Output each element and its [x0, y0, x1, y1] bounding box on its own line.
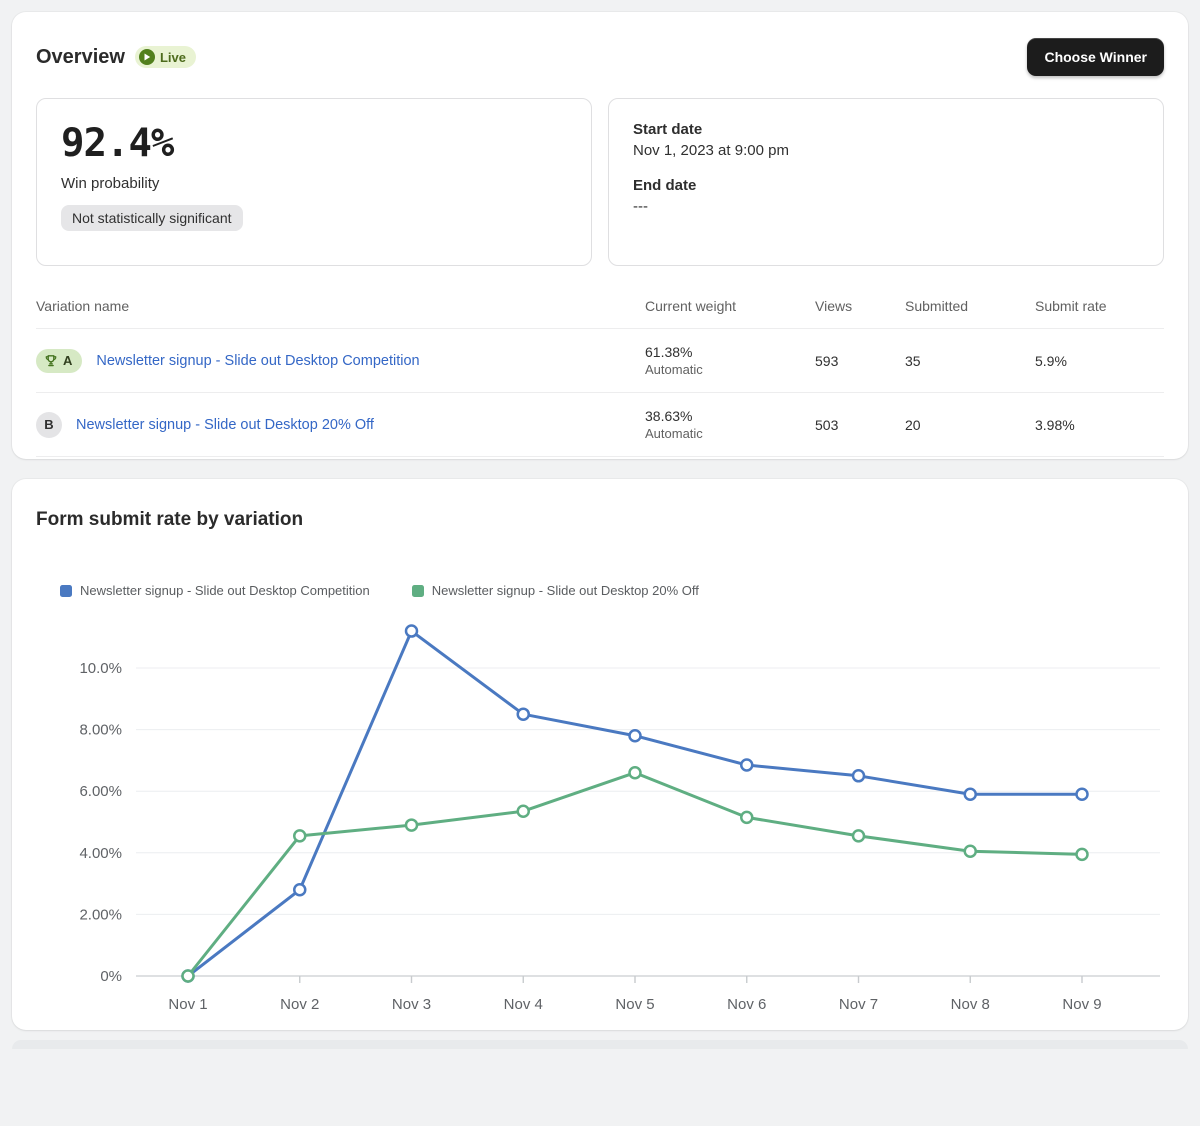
stats-row: 92.4% Win probability Not statistically …	[36, 98, 1164, 266]
chart-title: Form submit rate by variation	[36, 509, 1164, 531]
dates-card: Start date Nov 1, 2023 at 9:00 pm End da…	[608, 98, 1164, 266]
significance-badge: Not statistically significant	[61, 205, 243, 231]
chart-card: Form submit rate by variation Newsletter…	[12, 479, 1188, 1030]
end-date-value: ---	[633, 198, 1139, 215]
views-value: 593	[815, 353, 905, 369]
col-views: Views	[815, 298, 905, 314]
svg-text:Nov 8: Nov 8	[951, 996, 990, 1013]
next-card-peek	[12, 1040, 1188, 1049]
start-date-label: Start date	[633, 121, 1139, 138]
variation-link[interactable]: Newsletter signup - Slide out Desktop 20…	[76, 417, 374, 433]
win-probability-label: Win probability	[61, 175, 567, 192]
legend-label: Newsletter signup - Slide out Desktop 20…	[432, 583, 699, 598]
views-value: 503	[815, 417, 905, 433]
live-status-label: Live	[160, 50, 186, 65]
current-weight-value: 38.63%	[645, 408, 815, 424]
legend-swatch-green	[412, 585, 424, 597]
svg-text:Nov 6: Nov 6	[727, 996, 766, 1013]
svg-text:Nov 2: Nov 2	[280, 996, 319, 1013]
table-row: B Newsletter signup - Slide out Desktop …	[36, 393, 1164, 457]
start-date-value: Nov 1, 2023 at 9:00 pm	[633, 142, 1139, 159]
play-icon	[139, 49, 155, 65]
variation-badge-letter: B	[36, 412, 62, 438]
variations-table: Variation name Current weight Views Subm…	[36, 298, 1164, 457]
current-weight-mode: Automatic	[645, 362, 815, 377]
col-current-weight: Current weight	[645, 298, 815, 314]
current-weight-value: 61.38%	[645, 344, 815, 360]
svg-text:0%: 0%	[100, 968, 122, 985]
svg-text:Nov 9: Nov 9	[1062, 996, 1101, 1013]
table-row: A Newsletter signup - Slide out Desktop …	[36, 329, 1164, 393]
win-probability-value: 92.4%	[61, 121, 567, 166]
end-date-label: End date	[633, 177, 1139, 194]
overview-header: Overview Live Choose Winner	[36, 38, 1164, 76]
win-probability-card: 92.4% Win probability Not statistically …	[36, 98, 592, 266]
svg-text:Nov 1: Nov 1	[168, 996, 207, 1013]
chart-legend: Newsletter signup - Slide out Desktop Co…	[60, 583, 1164, 598]
svg-text:6.00%: 6.00%	[79, 783, 122, 800]
trophy-icon	[43, 353, 59, 369]
submit-rate-value: 3.98%	[1035, 417, 1164, 433]
submitted-value: 20	[905, 417, 1035, 433]
winner-badge: A	[36, 349, 82, 373]
svg-text:2.00%: 2.00%	[79, 906, 122, 923]
col-submit-rate: Submit rate	[1035, 298, 1164, 314]
variation-link[interactable]: Newsletter signup - Slide out Desktop Co…	[96, 353, 419, 369]
legend-swatch-blue	[60, 585, 72, 597]
col-variation-name: Variation name	[36, 298, 645, 314]
svg-text:Nov 7: Nov 7	[839, 996, 878, 1013]
svg-text:Nov 3: Nov 3	[392, 996, 431, 1013]
legend-item: Newsletter signup - Slide out Desktop Co…	[60, 583, 370, 598]
overview-card: Overview Live Choose Winner 92.4% Win pr…	[12, 12, 1188, 459]
svg-text:Nov 4: Nov 4	[504, 996, 543, 1013]
svg-text:10.0%: 10.0%	[79, 660, 122, 677]
legend-item: Newsletter signup - Slide out Desktop 20…	[412, 583, 699, 598]
legend-label: Newsletter signup - Slide out Desktop Co…	[80, 583, 370, 598]
svg-text:Nov 5: Nov 5	[615, 996, 654, 1013]
line-chart: 0% 2.00% 4.00% 6.00% 8.00% 10.0% Nov 1 Nov 2 Nov…	[36, 608, 1164, 1020]
live-status-badge: Live	[135, 46, 196, 68]
svg-text:8.00%: 8.00%	[79, 722, 122, 739]
choose-winner-button[interactable]: Choose Winner	[1027, 38, 1164, 76]
table-header-row: Variation name Current weight Views Subm…	[36, 298, 1164, 329]
variation-badge-letter: A	[63, 353, 72, 368]
col-submitted: Submitted	[905, 298, 1035, 314]
page-title: Overview	[36, 46, 125, 69]
submitted-value: 35	[905, 353, 1035, 369]
current-weight-mode: Automatic	[645, 426, 815, 441]
svg-text:4.00%: 4.00%	[79, 845, 122, 862]
submit-rate-value: 5.9%	[1035, 353, 1164, 369]
